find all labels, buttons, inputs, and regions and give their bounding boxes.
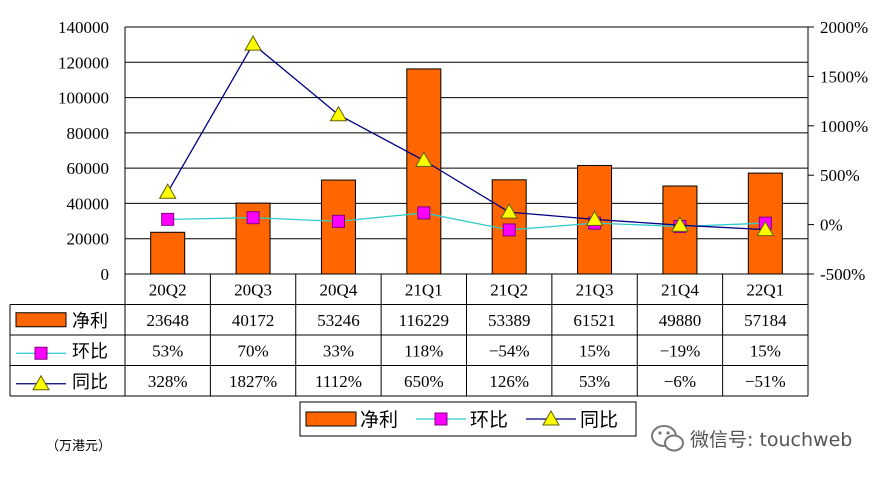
data-label: 1112% [315, 372, 362, 391]
y-right-tick-label: 500% [820, 166, 860, 185]
data-label: 118% [404, 341, 443, 360]
legend: 净利 环比 同比 [299, 401, 637, 437]
data-label: 57184 [744, 311, 787, 330]
data-label: 53389 [488, 311, 531, 330]
bar [150, 231, 186, 275]
series-marker [158, 183, 177, 199]
series-marker [671, 216, 689, 232]
bar [406, 68, 442, 275]
series-marker [434, 412, 448, 426]
category-label: 21Q4 [661, 280, 699, 299]
watermark-text: 微信号: touchweb [690, 429, 852, 451]
data-label: 53% [152, 341, 183, 360]
data-label: 126% [489, 372, 529, 391]
y-left-tick-label: 80000 [67, 124, 110, 143]
y-left-tick-label: 120000 [58, 53, 109, 72]
grid-lines [125, 26, 808, 240]
y-left-tick-label: 60000 [67, 159, 110, 178]
data-label: 33% [323, 341, 354, 360]
legend-label: 同比 [580, 409, 618, 431]
row-key [15, 312, 67, 328]
series-line [167, 212, 766, 231]
series-marker [502, 223, 516, 237]
data-label: 1827% [229, 372, 277, 391]
data-label: 650% [404, 372, 444, 391]
row-label: 同比 [72, 372, 108, 393]
series-marker [417, 206, 431, 220]
data-label: 53246 [317, 311, 360, 330]
data-label: −6% [664, 372, 696, 391]
series-marker [542, 409, 560, 426]
category-label: 21Q3 [576, 280, 614, 299]
series-marker [32, 374, 50, 391]
legend-label: 净利 [360, 409, 398, 431]
data-label: 15% [579, 341, 610, 360]
y-left-tick-label: 100000 [58, 89, 109, 108]
data-label: 116229 [399, 311, 449, 330]
data-label: 49880 [659, 311, 702, 330]
y-left-tick-label: 140000 [58, 18, 109, 37]
data-label: 40172 [232, 311, 275, 330]
category-label: 21Q2 [490, 280, 528, 299]
data-table: 20Q2 20Q3 20Q4 21Q1 21Q2 21Q3 21Q4 22Q1 净利 23648 4… [9, 273, 809, 397]
series-marker [414, 151, 433, 167]
series-marker [756, 220, 775, 237]
data-label: 61521 [573, 311, 616, 330]
data-label: 328% [148, 372, 188, 391]
unit-note: （万港元） [46, 439, 111, 454]
series-marker [500, 203, 519, 219]
watermark: 微信号: touchweb [651, 425, 852, 452]
series-marker [244, 35, 262, 51]
bar-series [150, 68, 783, 275]
wechat-icon [651, 425, 684, 452]
row-label: 净利 [72, 311, 108, 332]
series-marker [585, 210, 604, 226]
y-right-tick-label: 0% [820, 216, 843, 235]
category-label: 21Q1 [405, 280, 443, 299]
y-right-tick-label: 1000% [820, 117, 868, 136]
data-label: 15% [750, 341, 781, 360]
series-line [167, 43, 766, 231]
series-marker [161, 212, 175, 226]
data-label: 70% [237, 341, 268, 360]
legend-key [305, 411, 357, 427]
category-label: 20Q3 [234, 280, 272, 299]
category-label: 22Q1 [746, 280, 784, 299]
line-series [158, 35, 775, 237]
series-marker [329, 105, 348, 122]
y-right-tick-label: 1500% [820, 67, 868, 86]
series-marker [34, 346, 48, 360]
y-right-tick-label: 2000% [820, 18, 868, 37]
data-label: −19% [660, 341, 701, 360]
y-right-tick-label: -500% [820, 265, 865, 284]
y-left-tick-label: 0 [101, 265, 110, 284]
y-left-tick-label: 40000 [67, 194, 110, 213]
y-left-tick-label: 20000 [67, 230, 110, 249]
data-label: 23648 [146, 311, 189, 330]
category-label: 20Q4 [320, 280, 358, 299]
legend-label: 环比 [470, 409, 508, 431]
data-label: −51% [745, 372, 786, 391]
series-marker [331, 214, 345, 228]
axes: 0 20000 40000 60000 80000 100000 120000 140000 -… [58, 18, 868, 284]
data-label: 53% [579, 372, 610, 391]
category-label: 20Q2 [149, 280, 187, 299]
row-label: 环比 [72, 341, 108, 362]
series-marker [246, 211, 260, 225]
data-label: −54% [489, 341, 530, 360]
